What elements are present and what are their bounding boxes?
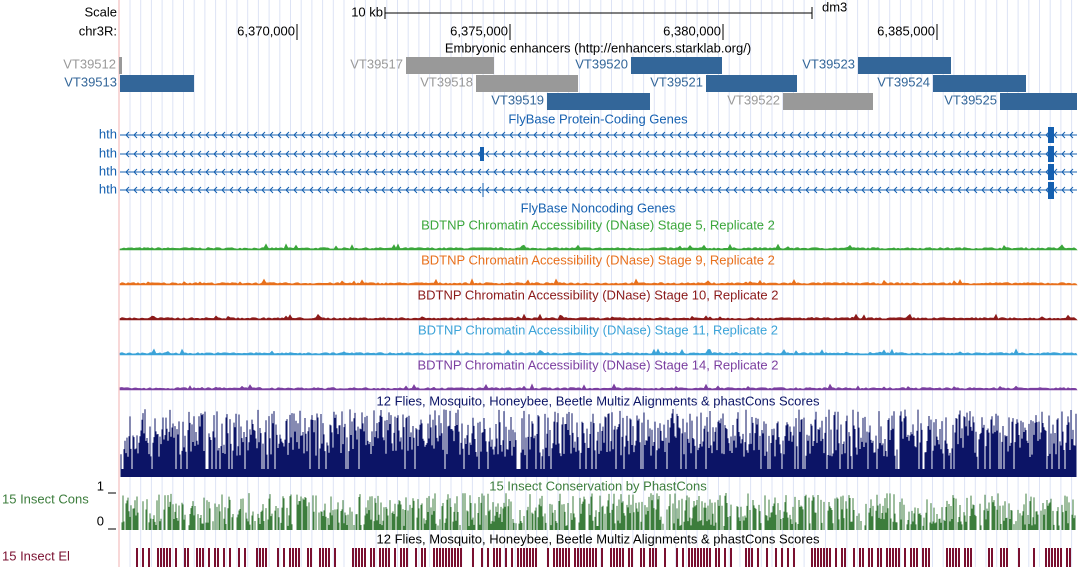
enhancer bbox=[858, 57, 951, 74]
gene-label: hth bbox=[99, 163, 117, 178]
axis-label: 0 bbox=[97, 513, 104, 528]
track-title: BDTNP Chromatin Accessibility (DNase) St… bbox=[417, 287, 778, 302]
chrom-label: chr3R: bbox=[79, 23, 117, 38]
axis-label: 1 bbox=[97, 478, 104, 493]
enhancer bbox=[631, 57, 722, 74]
strand-arrows bbox=[125, 168, 1074, 176]
position-label: 6,385,000 bbox=[877, 23, 935, 38]
multiz-signal bbox=[120, 409, 1077, 477]
signal bbox=[119, 383, 1078, 391]
enhancer-label: VT39521 bbox=[650, 74, 703, 89]
exon bbox=[1048, 164, 1054, 180]
exon bbox=[480, 147, 484, 161]
enhancer-label: VT39513 bbox=[64, 74, 117, 89]
signal bbox=[119, 348, 1078, 356]
scale-size: 10 kb bbox=[351, 4, 383, 19]
track-title: 15 Insect Conservation by PhastCons bbox=[489, 478, 707, 493]
position-label: 6,375,000 bbox=[450, 23, 508, 38]
track-label: 15 Insect El bbox=[2, 548, 70, 563]
elements bbox=[136, 548, 1071, 567]
position-label: 6,380,000 bbox=[663, 23, 721, 38]
enhancer-label: VT39519 bbox=[491, 92, 544, 107]
enhancer-label: VT39518 bbox=[420, 74, 473, 89]
cons-signal bbox=[121, 493, 1076, 530]
exon bbox=[1048, 146, 1054, 162]
track-title: BDTNP Chromatin Accessibility (DNase) St… bbox=[418, 322, 778, 337]
strand-arrows bbox=[125, 150, 1074, 158]
enhancer bbox=[119, 57, 122, 74]
signal bbox=[119, 278, 1078, 286]
enhancer-label: VT39524 bbox=[877, 74, 930, 89]
enhancer bbox=[783, 93, 873, 110]
position-label: 6,370,000 bbox=[237, 23, 295, 38]
enhancer-label: VT39517 bbox=[350, 56, 403, 71]
signal bbox=[119, 313, 1078, 321]
enhancer bbox=[476, 75, 578, 92]
enhancer bbox=[547, 93, 650, 110]
strand-arrows bbox=[125, 186, 1074, 194]
exon bbox=[1048, 127, 1054, 143]
track-title: FlyBase Protein-Coding Genes bbox=[508, 111, 688, 126]
track-title: Embryonic enhancers (http://enhancers.st… bbox=[445, 40, 751, 55]
enhancer bbox=[120, 75, 194, 92]
enhancer bbox=[406, 57, 494, 74]
enhancer-label: VT39512 bbox=[63, 56, 116, 71]
enhancer bbox=[1000, 93, 1077, 110]
enhancer-label: VT39520 bbox=[575, 56, 628, 71]
track-title: BDTNP Chromatin Accessibility (DNase) St… bbox=[421, 217, 775, 232]
strand-arrows bbox=[125, 131, 1074, 139]
exon bbox=[1048, 182, 1054, 199]
gene-label: hth bbox=[99, 145, 117, 160]
gene-label: hth bbox=[99, 181, 117, 196]
track-title: FlyBase Noncoding Genes bbox=[521, 200, 676, 215]
track-title: 12 Flies, Mosquito, Honeybee, Beetle Mul… bbox=[377, 393, 820, 408]
enhancer bbox=[933, 75, 1026, 92]
track-title: 12 Flies, Mosquito, Honeybee, Beetle Mul… bbox=[377, 531, 820, 546]
enhancer-label: VT39525 bbox=[944, 92, 997, 107]
assembly: dm3 bbox=[822, 0, 847, 14]
enhancer-label: VT39522 bbox=[727, 92, 780, 107]
gene-label: hth bbox=[99, 126, 117, 141]
track-label: 15 Insect Cons bbox=[2, 491, 89, 506]
track-title: BDTNP Chromatin Accessibility (DNase) St… bbox=[421, 252, 775, 267]
scale-label: Scale bbox=[84, 4, 117, 19]
enhancer bbox=[706, 75, 797, 92]
signal bbox=[119, 243, 1078, 251]
enhancer-label: VT39523 bbox=[802, 56, 855, 71]
track-title: BDTNP Chromatin Accessibility (DNase) St… bbox=[417, 357, 778, 372]
